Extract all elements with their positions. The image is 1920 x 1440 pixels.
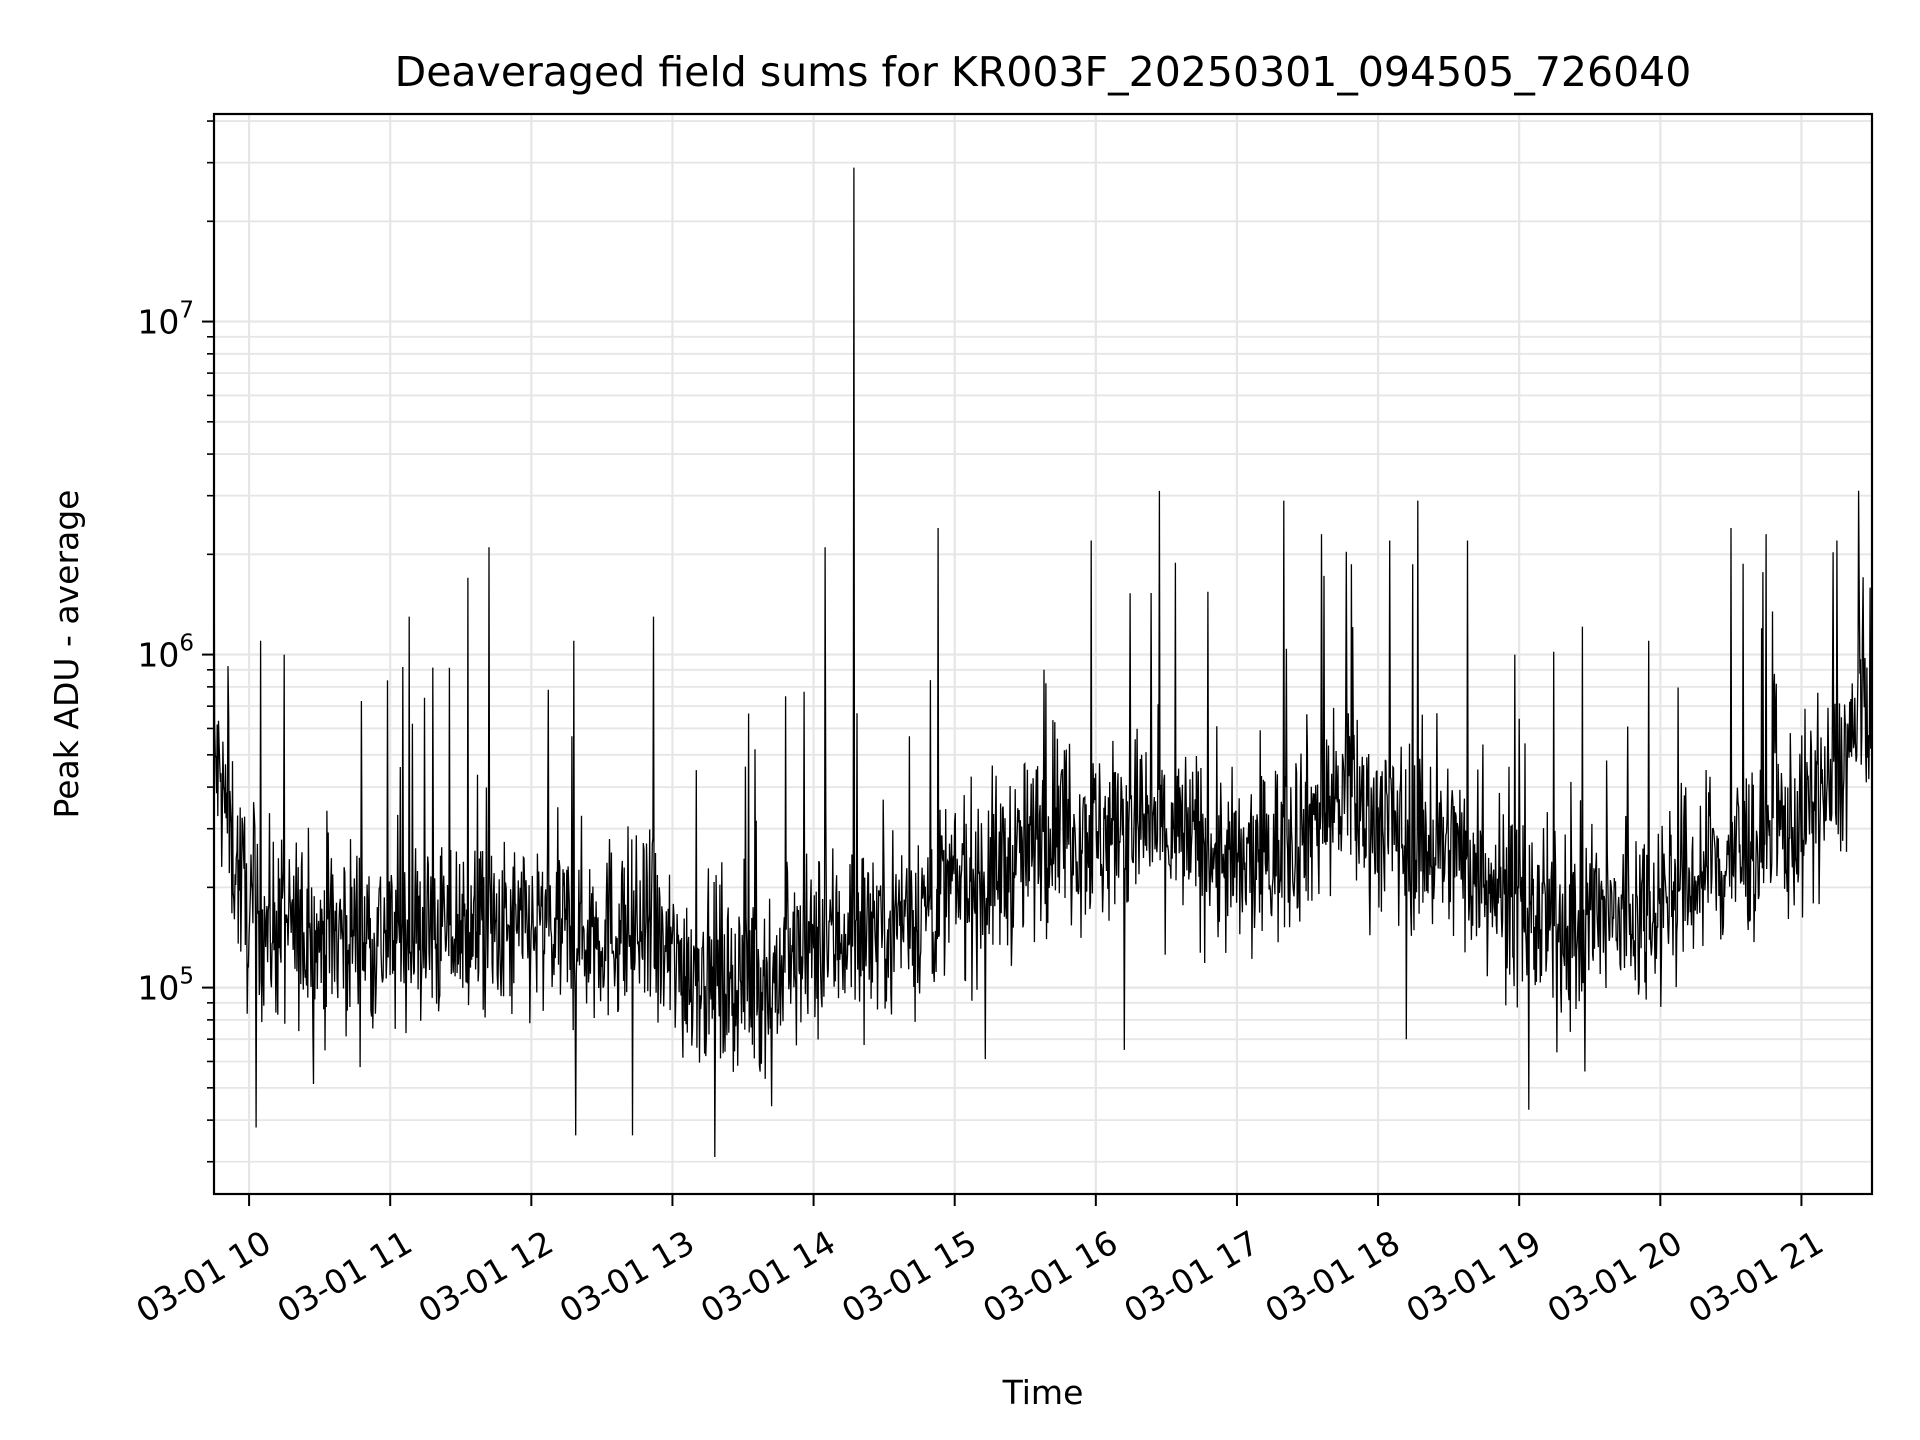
series-layer <box>213 167 1873 1158</box>
y-tick-label: 105 <box>137 964 194 1008</box>
y-axis-label: Peak ADU - average <box>47 490 86 819</box>
y-tick-label: 107 <box>137 298 194 342</box>
x-axis-label: Time <box>1002 1373 1084 1412</box>
y-tick-label: 106 <box>137 631 194 675</box>
y-axis: 105 106 107 <box>137 120 214 1163</box>
series-line <box>213 167 1873 1158</box>
chart-title: Deaveraged field sums for KR003F_2025030… <box>395 48 1692 96</box>
